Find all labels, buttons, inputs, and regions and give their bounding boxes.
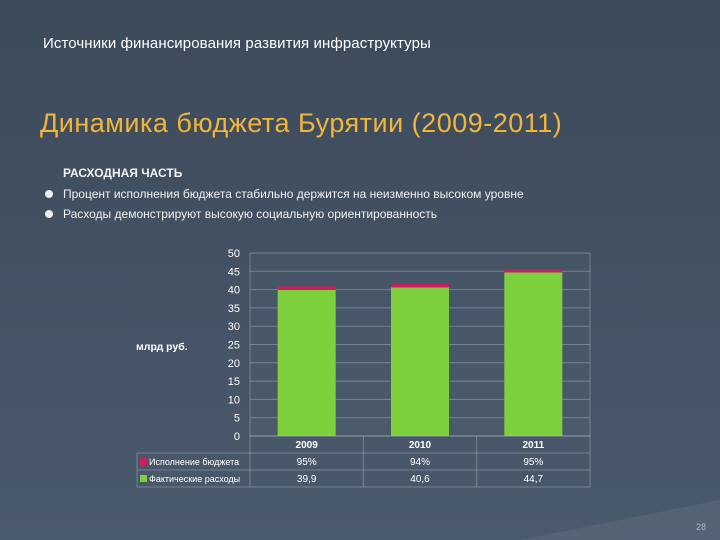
y-axis-label: млрд руб. [136, 341, 188, 353]
y-tick-label: 25 [228, 340, 240, 352]
bullet-text: Расходы демонстрируют высокую социальную… [63, 207, 438, 221]
legend-label: Фактические расходы [149, 474, 240, 484]
bar-segment [391, 287, 449, 436]
table-value: 95% [297, 457, 317, 468]
table-value: 95% [523, 457, 543, 468]
bar-segment [504, 269, 563, 273]
y-tick-label: 20 [228, 358, 240, 370]
bar-segment [504, 272, 563, 436]
bullet-dot-icon [45, 210, 53, 218]
legend-label: Исполнение бюджета [149, 457, 239, 467]
y-tick-label: 0 [234, 431, 240, 443]
bullet-item: Расходы демонстрируют высокую социальную… [45, 204, 524, 224]
table-value: 94% [410, 457, 430, 468]
x-tick-label: 2010 [409, 440, 432, 451]
bullet-item: Процент исполнения бюджета стабильно дер… [45, 184, 524, 204]
corner-decoration [520, 500, 720, 540]
table-value: 44,7 [524, 474, 544, 485]
table-value: 40,6 [410, 474, 430, 485]
bar-segment [277, 289, 336, 436]
x-tick-label: 2009 [296, 440, 319, 451]
bullet-text: Процент исполнения бюджета стабильно дер… [63, 187, 524, 201]
section-heading: РАСХОДНАЯ ЧАСТЬ [63, 166, 183, 180]
y-tick-label: 15 [228, 376, 240, 388]
legend-swatch [140, 475, 147, 482]
page-number: 28 [695, 522, 706, 532]
bullet-dot-icon [45, 190, 53, 198]
y-tick-label: 50 [228, 248, 240, 260]
bar-segment [391, 283, 449, 288]
legend-swatch [140, 458, 147, 465]
x-tick-label: 2011 [522, 440, 544, 451]
y-tick-label: 35 [228, 303, 240, 315]
y-tick-label: 40 [228, 285, 240, 297]
bullet-list: Процент исполнения бюджета стабильно дер… [45, 184, 524, 224]
bar-segment [277, 286, 336, 290]
y-tick-label: 30 [228, 321, 240, 333]
main-title: Динамика бюджета Бурятии (2009-2011) [40, 108, 563, 138]
y-tick-label: 5 [234, 413, 240, 425]
table-value: 39,9 [297, 474, 317, 485]
top-title: Источники финансирования развития инфрас… [43, 35, 431, 52]
y-tick-label: 10 [228, 394, 240, 406]
y-tick-label: 45 [228, 266, 240, 278]
